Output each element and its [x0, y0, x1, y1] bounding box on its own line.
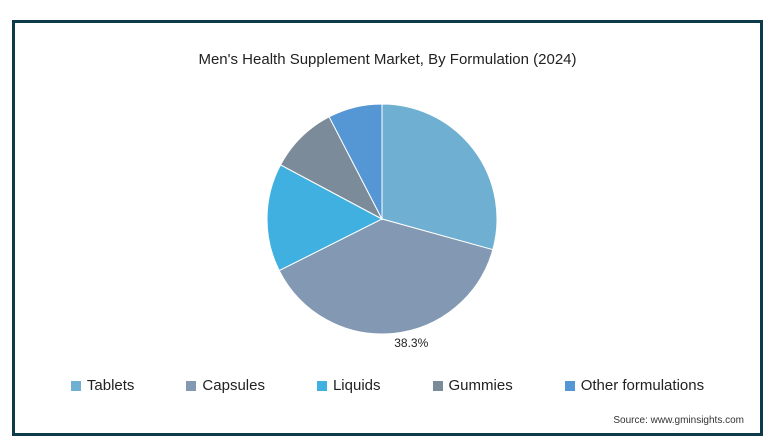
legend-item-tablets: Tablets: [70, 377, 135, 394]
pie-chart: 38.3%: [266, 103, 498, 350]
legend-label: Gummies: [448, 377, 513, 394]
pie-slice-tablets: [381, 103, 498, 251]
legend-label: Other formulations: [580, 377, 705, 394]
legend-item-capsules: Capsules: [186, 377, 265, 394]
legend-item-other-formulations: Other formulations: [564, 377, 705, 394]
pie-slice-liquids: [266, 164, 384, 272]
data-label-capsules: 38.3%: [394, 336, 428, 350]
pie-slice-other-formulations: [328, 103, 383, 220]
legend-swatch: [432, 380, 443, 391]
legend-label: Liquids: [332, 377, 381, 394]
legend-item-liquids: Liquids: [316, 377, 381, 394]
pie-slice-capsules: [278, 218, 494, 335]
legend-swatch: [316, 380, 327, 391]
chart-frame: Men's Health Supplement Market, By Formu…: [12, 20, 763, 436]
legend-swatch: [564, 380, 575, 391]
legend-swatch: [186, 380, 197, 391]
legend-item-gummies: Gummies: [432, 377, 513, 394]
chart-legend: Tablets Capsules Liquids Gummies Other formu…: [15, 377, 760, 394]
legend-label: Tablets: [86, 377, 135, 394]
chart-title: Men's Health Supplement Market, By Formu…: [198, 51, 577, 68]
legend-label: Capsules: [202, 377, 265, 394]
source-note: Source: www.gminsights.com: [613, 415, 744, 426]
legend-swatch: [70, 380, 81, 391]
